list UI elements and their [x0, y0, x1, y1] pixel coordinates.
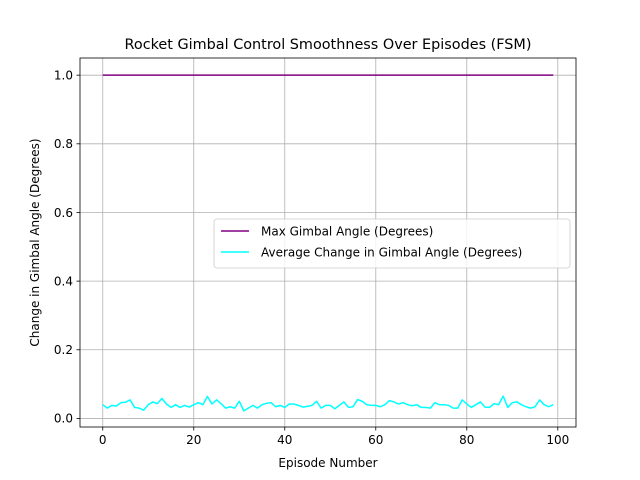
y-axis-label: Change in Gimbal Angle (Degrees)	[28, 138, 42, 346]
x-tick-label: 80	[459, 433, 474, 447]
x-tick: 60	[368, 427, 383, 447]
axes-frame	[79, 57, 577, 428]
legend-label-average-change: Average Change in Gimbal Angle (Degrees)	[261, 246, 522, 260]
y-tick: 0.2	[54, 343, 80, 357]
y-axis: 0.0 0.2 0.4 0.6 0.8 1.0	[54, 68, 80, 426]
y-tick-label: 1.0	[54, 68, 73, 82]
x-axis-label: Episode Number	[278, 456, 377, 470]
x-axis: 0 20 40 60 80 100	[99, 427, 569, 447]
y-tick-label: 0.6	[54, 206, 73, 220]
x-tick-label: 100	[546, 433, 569, 447]
y-tick: 0.4	[54, 274, 80, 288]
x-tick-label: 0	[99, 433, 107, 447]
series-layer	[102, 74, 554, 412]
x-tick: 80	[459, 427, 474, 447]
y-tick-label: 0.2	[54, 343, 73, 357]
legend: Max Gimbal Angle (Degrees) Average Chang…	[213, 218, 571, 269]
plot-area: 0 20 40 60 80 100 0.0 0.2 0.4 0.6 0.8 1.0	[54, 57, 577, 447]
y-tick: 0.0	[54, 412, 80, 426]
legend-label-max-gimbal: Max Gimbal Angle (Degrees)	[261, 225, 433, 239]
legend-box	[213, 218, 571, 269]
x-tick-label: 60	[368, 433, 383, 447]
x-tick-label: 40	[277, 433, 292, 447]
y-tick: 1.0	[54, 68, 80, 82]
x-tick-label: 20	[186, 433, 201, 447]
y-tick-label: 0.0	[54, 412, 73, 426]
y-tick-label: 0.8	[54, 137, 73, 151]
y-tick: 0.6	[54, 206, 80, 220]
x-tick: 20	[186, 427, 201, 447]
x-tick: 100	[546, 427, 569, 447]
x-tick: 40	[277, 427, 292, 447]
series-line-average-change	[102, 395, 554, 412]
y-tick-label: 0.4	[54, 274, 73, 288]
x-tick: 0	[99, 427, 107, 447]
y-tick: 0.8	[54, 137, 80, 151]
chart-title: Rocket Gimbal Control Smoothness Over Ep…	[125, 37, 532, 53]
